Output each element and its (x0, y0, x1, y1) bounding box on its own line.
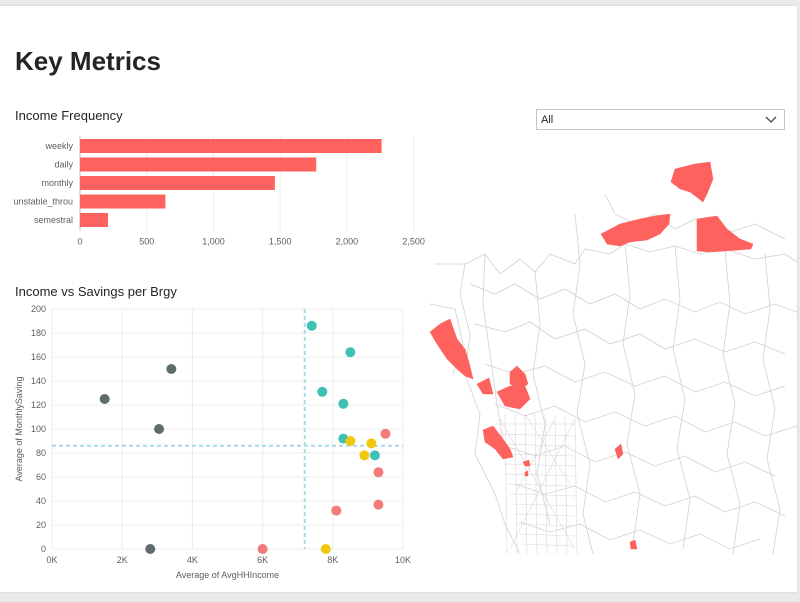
bar-x-tick-label: 500 (139, 237, 154, 247)
scatter-point (373, 499, 384, 510)
bar-chart-title: Income Frequency (15, 108, 123, 123)
scatter-point (257, 544, 268, 554)
scatter-x-tick-label: 6K (257, 555, 268, 565)
scatter-point (166, 364, 177, 374)
bar-monthly (80, 176, 275, 190)
scatter-chart-title: Income vs Savings per Brgy (15, 284, 177, 299)
scatter-y-tick-label: 160 (31, 352, 46, 362)
scatter-y-tick-label: 200 (31, 304, 46, 314)
scatter-y-tick-label: 60 (36, 472, 46, 482)
map-urban-grid (494, 413, 578, 554)
scatter-point (320, 544, 331, 554)
scatter-x-tick-label: 2K (117, 555, 128, 565)
scatter-point (154, 424, 165, 434)
page-title: Key Metrics (15, 46, 161, 76)
scatter-y-tick-label: 180 (31, 328, 46, 338)
barangay-map[interactable] (425, 154, 797, 554)
scatter-y-tick-label: 80 (36, 448, 46, 458)
chevron-down-icon (764, 113, 778, 131)
scatter-point (345, 436, 356, 446)
bar-category-label: unstable_throu (13, 197, 73, 207)
scatter-x-tick-label: 10K (395, 555, 411, 565)
bar-unstable_throu (80, 194, 166, 209)
bar-category-label: monthly (41, 178, 73, 188)
scatter-y-tick-label: 0 (41, 544, 46, 554)
scatter-point (366, 438, 377, 449)
bar-x-tick-label: 2,000 (336, 237, 359, 247)
income-frequency-bar-chart[interactable]: 0 500 1,000 1,500 2,000 2,500 weekly daily month… (0, 128, 440, 250)
bar-x-tick-label: 1,500 (269, 237, 292, 247)
scatter-y-tick-label: 140 (31, 376, 46, 386)
bar-x-tick-label: 1,000 (202, 237, 225, 247)
scatter-point (317, 386, 328, 397)
scatter-y-tick-label: 20 (36, 520, 46, 530)
scatter-point (306, 320, 317, 331)
filter-dropdown-value: All (541, 114, 554, 126)
bar-weekly (80, 139, 382, 153)
bar-semestral (80, 213, 109, 227)
scatter-point (99, 394, 110, 404)
map-highlighted-regions (429, 161, 754, 550)
scatter-point (359, 450, 370, 461)
scatter-x-tick-label: 8K (327, 555, 338, 565)
bar-category-label: daily (54, 160, 73, 170)
scatter-y-axis-title: Average of MonthlySaving (14, 377, 24, 482)
income-vs-savings-scatter-chart[interactable]: 0 20 40 60 80 100 120 140 160 180 200 0K 2K 4K 6K 8K 10K… (0, 298, 420, 584)
scatter-y-tick-label: 100 (31, 424, 46, 434)
scatter-x-tick-label: 4K (187, 555, 198, 565)
scatter-x-tick-label: 0K (46, 555, 57, 565)
bar-category-label: semestral (34, 215, 73, 225)
scatter-y-tick-label: 120 (31, 400, 46, 410)
bar-category-label: weekly (44, 141, 73, 151)
scatter-y-tick-label: 40 (36, 496, 46, 506)
scatter-point (373, 467, 384, 478)
scatter-point (369, 450, 380, 461)
scatter-point (380, 428, 391, 439)
bar-x-tick-label: 0 (77, 237, 82, 247)
scatter-point (338, 398, 349, 409)
scatter-x-axis-title: Average of AvgHHIncome (176, 570, 279, 580)
scatter-point (331, 505, 342, 516)
bar-daily (80, 157, 317, 172)
scatter-point (145, 544, 156, 554)
bar-x-tick-label: 2,500 (402, 237, 425, 247)
filter-dropdown[interactable]: All (536, 109, 785, 130)
report-canvas: Key Metrics Income Frequency 0 500 1,000 1,… (0, 6, 797, 592)
scatter-point (345, 347, 356, 358)
